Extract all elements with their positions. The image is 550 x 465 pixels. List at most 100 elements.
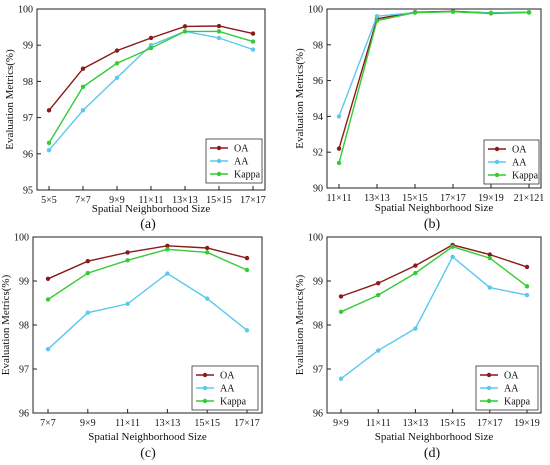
x-tick-label: 13×13 [172,195,198,206]
data-point-kappa [216,29,222,34]
legend-label: OA [220,371,235,382]
data-point-oa [376,281,381,286]
legend-marker [486,385,492,391]
data-point-aa [45,347,51,352]
data-point-kappa [450,9,456,14]
legend-marker [494,159,500,165]
x-tick-label: 7×7 [40,418,56,429]
chart-panel-a: 95 96 97 98 99 100 5×5 7×7 9×9 11×11 13×13 15×15 17×… [4,5,266,233]
y-axis-label: Evaluation Metrics(%) [294,48,306,149]
data-point-oa [182,24,188,29]
legend-marker [202,372,208,378]
x-tick-label: 9×9 [109,195,125,206]
legend-marker [216,145,222,151]
data-point-kappa [85,270,91,276]
legend-label: OA [504,371,519,382]
data-point-aa [205,296,210,301]
x-tick-label: 15×15 [206,195,232,206]
data-point-aa [376,348,381,353]
chart-panel-d: 96 97 98 99 100 9×9 11×11 13×13 15×15 17×17 19×19 S… [294,233,542,461]
x-axis-label: Spatial Neighborhood Size [92,203,211,215]
x-tick-label: 21×121 [514,193,545,204]
series-line-oa [47,245,248,280]
data-point-aa [85,310,91,315]
data-point-oa [85,259,91,264]
y-tick-label: 97 [19,365,29,376]
data-point-aa [125,301,130,307]
data-point-oa [487,252,492,257]
x-axis-label: Spatial Neighborhood Size [375,431,494,443]
legend-marker [202,385,208,391]
y-tick-label: 100 [14,233,29,244]
series-line-aa [338,10,530,117]
legend-label: AA [220,384,235,395]
data-point-aa [114,75,120,80]
legend-marker [494,146,500,152]
x-tick-label: 5×5 [41,195,57,206]
data-point-oa [413,263,418,268]
data-point-kappa [376,292,381,298]
data-point-oa [148,35,154,41]
data-point-kappa [182,29,188,34]
data-point-kappa [524,284,530,289]
data-point-kappa [80,84,86,90]
legend-label: Kappa [512,171,539,182]
data-point-aa [216,35,222,41]
data-point-oa [46,108,52,113]
y-tick-label: 96 [313,409,323,420]
x-tick-label: 17×17 [234,418,260,429]
x-tick-label: 17×17 [440,193,466,204]
data-point-aa [336,114,342,119]
data-point-oa [205,245,210,251]
data-point-kappa [244,267,250,273]
x-tick-label: 7×7 [75,195,91,206]
data-point-kappa [488,11,494,16]
data-point-kappa [487,255,492,261]
y-tick-label: 99 [313,277,323,288]
data-point-kappa [250,39,256,44]
legend: OA AA Kappa [191,365,259,411]
x-tick-label: 11×11 [366,418,391,429]
chart-panel-b: 90 92 94 96 98 100 11×11 13×13 15×15 17×17 19×19 21… [294,5,544,233]
y-tick-label: 97 [23,113,33,124]
data-point-aa [46,147,52,153]
data-point-kappa [125,258,130,263]
data-point-oa [165,243,170,248]
data-point-aa [244,328,250,333]
x-tick-label: 15×15 [194,418,220,429]
x-tick-label: 15×15 [402,193,428,204]
panel-label: (d) [424,446,441,461]
chart-panel-c: 96 97 98 99 100 7×7 9×9 11×11 13×13 15×15 17×17 Spa… [0,233,263,461]
y-tick-label: 98 [23,77,33,88]
data-point-kappa [413,270,418,276]
x-tick-label: 13×13 [364,193,390,204]
legend-marker [486,398,492,404]
data-point-kappa [450,244,455,249]
data-point-aa [80,108,86,113]
y-tick-label: 100 [18,5,33,16]
data-point-aa [413,326,418,331]
y-tick-label: 99 [19,277,29,288]
legend-marker [486,372,492,378]
data-point-kappa [374,18,380,23]
data-point-aa [524,292,530,298]
data-point-kappa [148,45,154,51]
y-tick-label: 96 [19,409,29,420]
data-point-oa [125,250,130,255]
data-point-oa [524,264,530,270]
panel-label: (c) [140,446,156,461]
legend-marker [202,398,208,404]
legend-label: AA [512,158,527,169]
data-point-kappa [336,160,342,166]
data-point-oa [114,48,120,53]
x-tick-label: 19×19 [514,418,540,429]
legend-label: AA [234,157,249,168]
y-tick-label: 99 [23,41,33,52]
series-line-oa [340,244,528,298]
data-point-aa [450,254,455,259]
data-point-kappa [526,10,532,15]
legend-label: Kappa [220,397,247,408]
y-tick-label: 98 [313,40,323,51]
y-axis-label: Evaluation Metrics(%) [0,274,12,375]
